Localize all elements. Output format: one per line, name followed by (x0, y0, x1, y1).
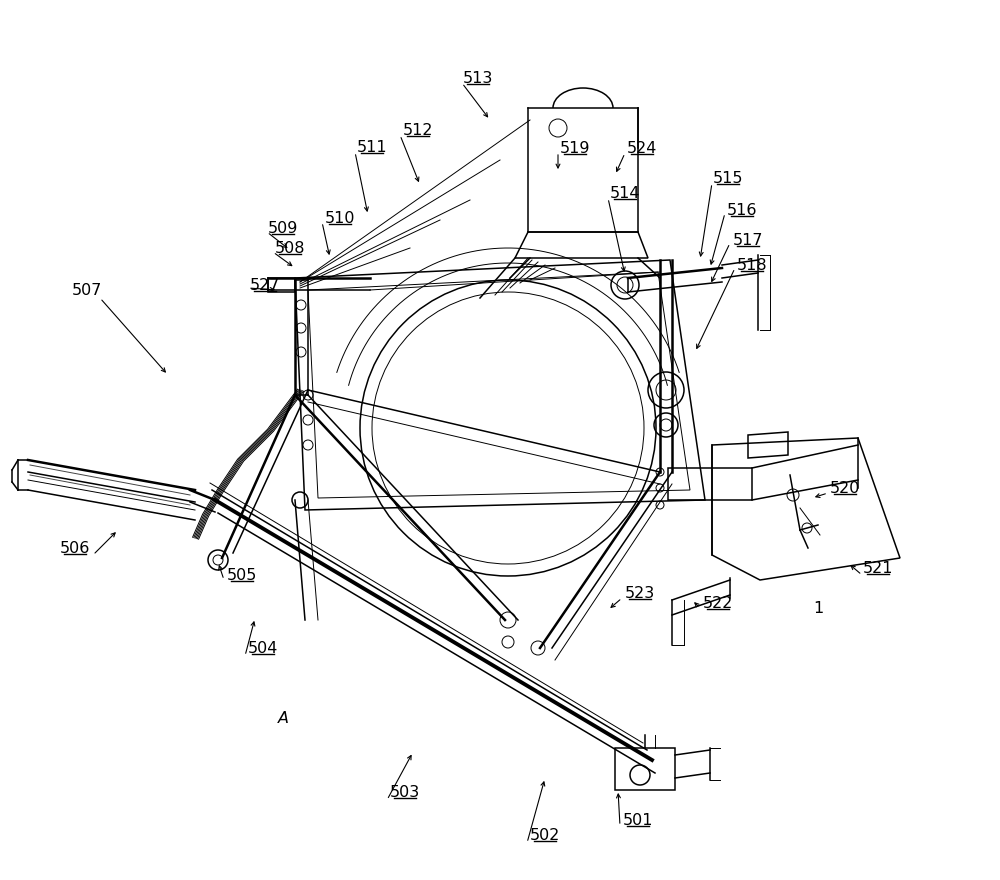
Text: 512: 512 (403, 122, 433, 137)
Text: 510: 510 (325, 210, 355, 225)
Text: 515: 515 (713, 171, 743, 186)
Text: 514: 514 (610, 186, 640, 201)
Text: 507: 507 (72, 282, 102, 297)
Text: 513: 513 (463, 70, 493, 85)
Text: 527: 527 (250, 277, 280, 292)
Text: 519: 519 (560, 141, 590, 156)
Text: 503: 503 (390, 784, 420, 800)
Text: 502: 502 (530, 827, 560, 842)
Text: 501: 501 (623, 812, 653, 827)
Text: 523: 523 (625, 585, 655, 600)
Text: 521: 521 (863, 561, 893, 576)
Text: 508: 508 (275, 240, 305, 255)
Text: 520: 520 (830, 480, 860, 495)
Text: 518: 518 (737, 258, 767, 273)
Text: 522: 522 (703, 596, 733, 611)
Text: 505: 505 (227, 568, 257, 583)
Text: 516: 516 (727, 202, 757, 217)
Text: 511: 511 (357, 140, 387, 155)
Text: 504: 504 (248, 641, 278, 656)
Text: A: A (278, 710, 288, 725)
Text: 524: 524 (627, 141, 657, 156)
Text: 517: 517 (733, 232, 763, 247)
Text: 509: 509 (268, 221, 298, 236)
Text: 1: 1 (813, 600, 823, 615)
Text: 506: 506 (60, 540, 90, 555)
